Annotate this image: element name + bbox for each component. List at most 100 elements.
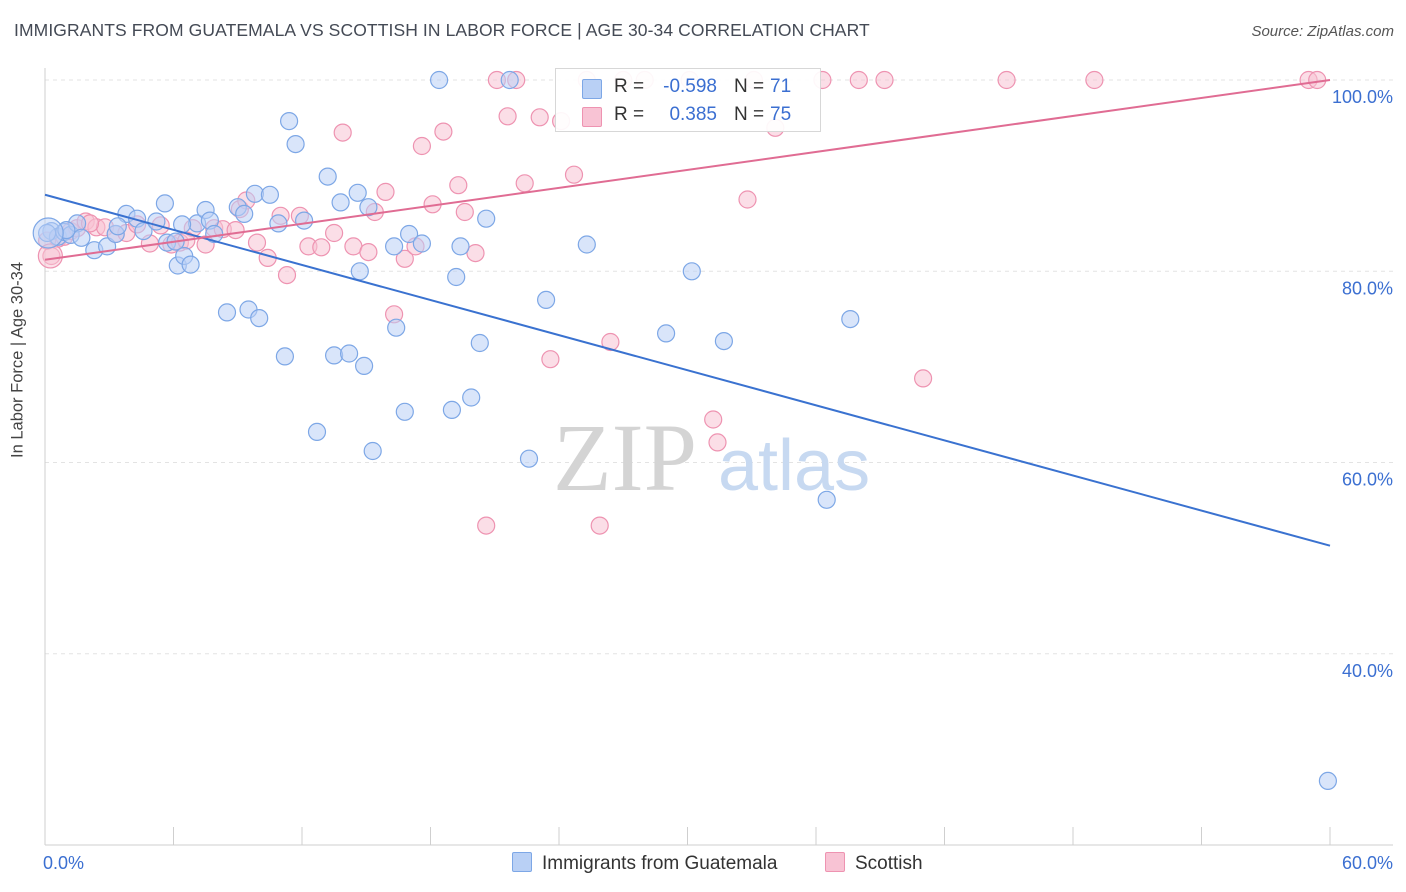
data-point	[72, 228, 91, 247]
data-point	[841, 310, 860, 329]
bottom-legend-label: Scottish	[855, 853, 923, 874]
data-point	[875, 70, 894, 90]
bottom-legend-guatemala: Immigrants from Guatemala	[512, 852, 777, 875]
source-label: Source: ZipAtlas.com	[1251, 23, 1394, 40]
data-point	[913, 369, 933, 388]
y-tick-label: 60.0%	[1342, 470, 1393, 490]
data-point	[515, 174, 534, 193]
x-tick-label: 0.0%	[43, 853, 84, 873]
data-point	[226, 221, 245, 240]
data-point	[434, 122, 453, 141]
x-tick-label: 60.0%	[1342, 853, 1393, 873]
data-point	[470, 333, 489, 353]
data-point	[1318, 771, 1338, 791]
data-point	[442, 400, 461, 419]
data-point	[817, 490, 836, 509]
data-point	[235, 204, 254, 223]
data-point	[325, 223, 344, 243]
data-point	[312, 238, 331, 257]
y-tick-label: 80.0%	[1342, 278, 1393, 298]
data-point	[295, 211, 314, 230]
watermark: ZIP atlas	[553, 404, 870, 511]
legend-r-label: R =	[614, 76, 645, 97]
data-point	[466, 244, 485, 263]
watermark-atlas: atlas	[718, 426, 870, 506]
tick-labels: 100.0% 80.0% 60.0% 40.0% 0.0% 60.0%	[43, 87, 1393, 873]
data-point	[108, 217, 127, 236]
data-point	[477, 209, 496, 228]
legend-n-label: N =	[734, 104, 765, 125]
legend-row-scottish: R = 0.385 N = 75	[556, 101, 820, 129]
data-point	[355, 356, 374, 375]
data-point	[656, 324, 676, 343]
data-point	[395, 402, 414, 421]
stats-legend: R = -0.598 N = 71 R = 0.385 N = 75	[555, 68, 821, 132]
data-point	[500, 70, 519, 90]
data-point	[738, 190, 757, 209]
legend-r-value: -0.598	[663, 76, 717, 97]
legend-r-label: R =	[614, 104, 645, 125]
data-point	[245, 184, 264, 203]
data-point	[498, 107, 517, 126]
data-point	[359, 198, 378, 217]
data-point	[541, 350, 560, 369]
data-point	[350, 262, 369, 281]
data-point	[447, 267, 466, 287]
data-point	[519, 449, 539, 468]
data-point	[577, 235, 596, 254]
data-point	[331, 193, 350, 212]
data-point	[708, 433, 727, 452]
data-point	[277, 266, 297, 285]
data-point	[449, 176, 468, 195]
data-point	[181, 255, 200, 274]
chart-title: IMMIGRANTS FROM GUATEMALA VS SCOTTISH IN…	[14, 20, 870, 40]
data-point	[430, 70, 449, 90]
bottom-legend-swatch-blue	[512, 852, 532, 872]
data-point	[714, 332, 734, 351]
trend-line-guatemala	[44, 193, 1331, 547]
data-point	[247, 233, 267, 252]
data-point	[359, 243, 378, 262]
legend-n-label: N =	[734, 76, 765, 97]
data-point	[269, 214, 288, 233]
data-point	[376, 182, 395, 201]
y-tick-label: 40.0%	[1342, 661, 1393, 681]
y-axis-label: In Labor Force | Age 30-34	[8, 262, 27, 458]
data-point	[250, 309, 269, 328]
y-tick-label: 100.0%	[1332, 87, 1393, 107]
data-point	[275, 347, 294, 366]
data-point	[682, 262, 701, 281]
data-point	[412, 234, 431, 253]
data-point	[348, 183, 367, 202]
bottom-legend-scottish: Scottish	[825, 852, 923, 875]
data-point	[286, 135, 305, 154]
data-point	[325, 346, 344, 365]
data-point	[451, 237, 470, 256]
bottom-legend-label: Immigrants from Guatemala	[542, 853, 778, 874]
data-point	[385, 237, 404, 256]
legend-r-value: 0.385	[669, 104, 717, 125]
data-point	[601, 332, 620, 352]
data-point	[387, 318, 406, 337]
data-point	[318, 167, 337, 186]
data-point	[395, 249, 414, 268]
data-point	[155, 194, 174, 213]
data-point	[455, 202, 474, 222]
data-point	[400, 224, 419, 244]
legend-swatch-blue	[582, 79, 602, 99]
trend-lines	[44, 79, 1331, 547]
bottom-legend-swatch-pink	[825, 852, 845, 872]
data-point	[340, 344, 359, 363]
axes	[44, 68, 1393, 846]
data-point	[363, 441, 382, 461]
data-point	[333, 123, 352, 142]
watermark-zip: ZIP	[553, 404, 697, 511]
data-point	[412, 136, 431, 156]
data-point	[477, 516, 496, 535]
data-point	[590, 516, 609, 535]
data-point	[1085, 70, 1104, 90]
trend-line-scottish	[44, 79, 1331, 261]
data-point	[536, 290, 556, 309]
data-point	[704, 410, 723, 429]
